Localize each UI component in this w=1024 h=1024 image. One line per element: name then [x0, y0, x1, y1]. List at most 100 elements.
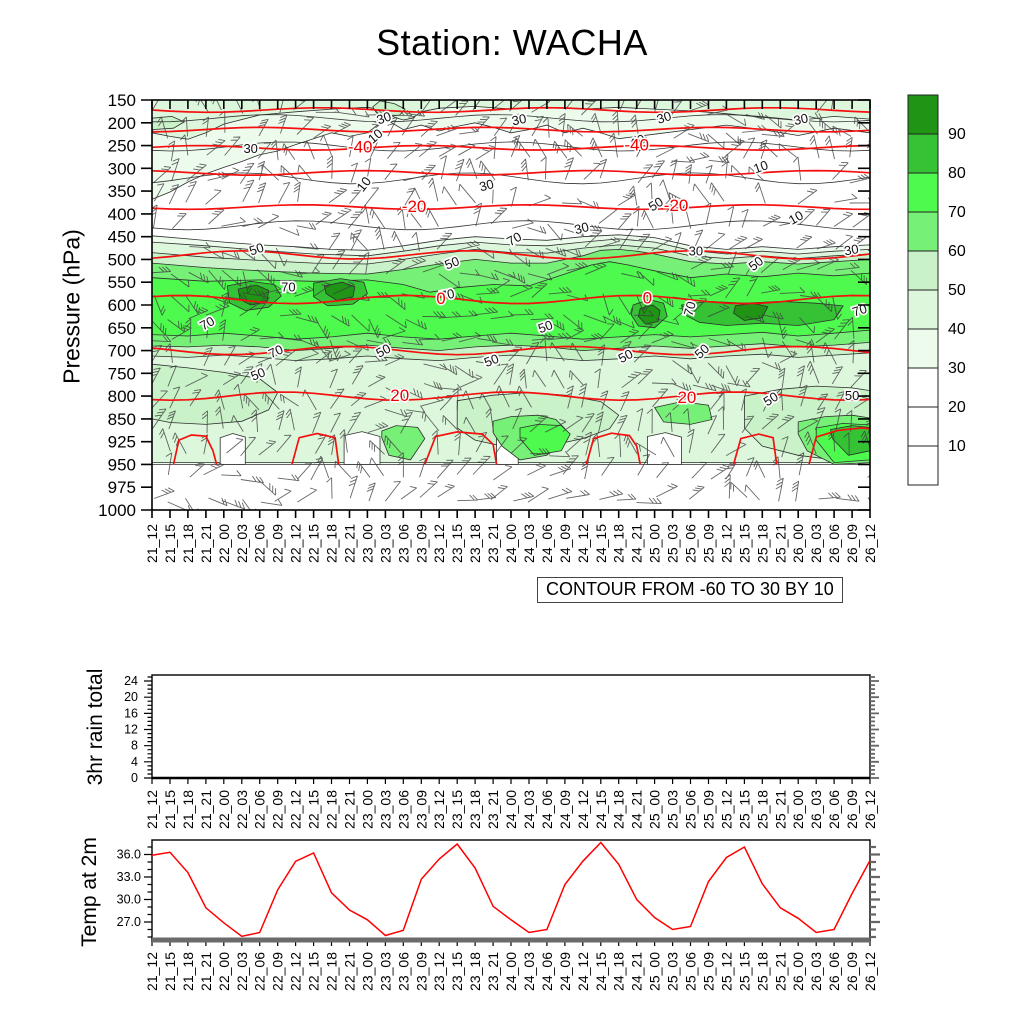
svg-text:23_00: 23_00	[359, 790, 375, 829]
svg-text:26_06: 26_06	[826, 952, 842, 991]
svg-text:200: 200	[108, 114, 136, 133]
svg-text:950: 950	[108, 455, 136, 474]
svg-text:300: 300	[108, 159, 136, 178]
black-contour-label: 30	[243, 141, 257, 156]
svg-text:25_18: 25_18	[754, 524, 770, 563]
svg-text:25_12: 25_12	[718, 952, 734, 991]
svg-text:800: 800	[108, 387, 136, 406]
svg-text:21_15: 21_15	[162, 524, 178, 563]
rain-tick-label: 0	[131, 771, 138, 785]
svg-text:23_03: 23_03	[377, 952, 393, 991]
black-contour-label: 10	[353, 174, 374, 195]
svg-text:24_21: 24_21	[629, 524, 645, 563]
rain-tick-label: 16	[124, 706, 138, 720]
svg-text:21_18: 21_18	[180, 524, 196, 563]
svg-text:23_12: 23_12	[431, 952, 447, 991]
svg-text:25_12: 25_12	[718, 524, 734, 563]
svg-text:22_21: 22_21	[342, 790, 358, 829]
svg-text:26_00: 26_00	[790, 790, 806, 829]
svg-text:25_18: 25_18	[754, 790, 770, 829]
black-contour-label: 30	[843, 241, 860, 258]
svg-text:21_18: 21_18	[180, 952, 196, 991]
svg-text:24_03: 24_03	[521, 790, 537, 829]
svg-text:22_12: 22_12	[288, 952, 304, 991]
svg-text:26_09: 26_09	[844, 790, 860, 829]
svg-text:25_12: 25_12	[718, 790, 734, 829]
svg-text:23_03: 23_03	[377, 524, 393, 563]
svg-text:22_21: 22_21	[342, 524, 358, 563]
red-contour-label: 0	[436, 289, 445, 308]
svg-text:500: 500	[108, 250, 136, 269]
svg-text:350: 350	[108, 182, 136, 201]
black-contour-label: 50	[536, 317, 555, 336]
rain-tick-label: 12	[124, 723, 138, 737]
svg-text:25_21: 25_21	[772, 790, 788, 829]
svg-text:21_21: 21_21	[198, 790, 214, 829]
svg-text:400: 400	[108, 205, 136, 224]
svg-text:26_06: 26_06	[826, 524, 842, 563]
temp-tick-label: 27.0	[117, 915, 141, 929]
svg-text:21_15: 21_15	[162, 952, 178, 991]
svg-text:24_21: 24_21	[629, 790, 645, 829]
svg-text:25_00: 25_00	[647, 790, 663, 829]
svg-text:22_09: 22_09	[270, 790, 286, 829]
colorbar-label: 80	[948, 165, 966, 182]
svg-text:22_03: 22_03	[234, 952, 250, 991]
svg-text:700: 700	[108, 342, 136, 361]
svg-text:25_06: 25_06	[683, 790, 699, 829]
black-contour-label: 10	[751, 157, 770, 176]
svg-text:22_09: 22_09	[270, 524, 286, 563]
temp-tick-label: 36.0	[117, 848, 141, 862]
red-contour-label: 0	[643, 288, 652, 307]
svg-text:23_06: 23_06	[395, 952, 411, 991]
temp-tick-label: 30.0	[117, 893, 141, 907]
temp-series-line	[151, 841, 871, 938]
colorbar: 90 80 70 60 50 40 30 20 10	[907, 94, 966, 486]
black-contour-label: 30	[655, 108, 673, 127]
wind-barbs	[152, 100, 870, 510]
svg-text:25_09: 25_09	[701, 524, 717, 563]
temp-plot: 27.0 30.0 33.0 36.0	[117, 839, 880, 946]
cross-section-time-labels: 21_12 21_15 21_18 21_21 22_00 22_03 22_06 22_09…	[144, 524, 878, 563]
svg-text:22_12: 22_12	[288, 790, 304, 829]
svg-text:450: 450	[108, 228, 136, 247]
cross-section-axes	[141, 99, 871, 518]
svg-text:25_06: 25_06	[683, 952, 699, 991]
temp-tick-label: 33.0	[117, 870, 141, 884]
svg-text:25_18: 25_18	[754, 952, 770, 991]
svg-text:25_00: 25_00	[647, 952, 663, 991]
svg-text:23_12: 23_12	[431, 524, 447, 563]
svg-text:23_09: 23_09	[413, 790, 429, 829]
colorbar-label: 40	[948, 321, 966, 338]
svg-text:25_03: 25_03	[665, 524, 681, 563]
svg-text:23_00: 23_00	[359, 524, 375, 563]
svg-text:26_12: 26_12	[862, 952, 878, 991]
svg-text:22_18: 22_18	[324, 952, 340, 991]
colorbar-label: 10	[948, 438, 966, 455]
svg-text:23_00: 23_00	[359, 952, 375, 991]
svg-text:750: 750	[108, 364, 136, 383]
black-contour-label: 30	[478, 176, 496, 194]
svg-text:26_12: 26_12	[862, 790, 878, 829]
svg-text:23_21: 23_21	[485, 524, 501, 563]
svg-text:22_15: 22_15	[306, 952, 322, 991]
svg-text:22_12: 22_12	[288, 524, 304, 563]
svg-text:22_06: 22_06	[252, 952, 268, 991]
rain-time-labels: 21_12 21_15 21_18 21_21 22_00 22_03 22_06 22_09…	[144, 790, 878, 829]
svg-text:22_21: 22_21	[342, 952, 358, 991]
svg-text:21_12: 21_12	[144, 952, 160, 991]
black-contour-label: 30	[792, 110, 809, 128]
svg-text:25_15: 25_15	[736, 524, 752, 563]
svg-text:25_15: 25_15	[736, 952, 752, 991]
svg-text:24_00: 24_00	[503, 524, 519, 563]
svg-text:850: 850	[108, 410, 136, 429]
colorbar-label: 20	[948, 399, 966, 416]
svg-text:24_00: 24_00	[503, 790, 519, 829]
rain-tick-label: 4	[131, 755, 138, 769]
svg-text:23_12: 23_12	[431, 790, 447, 829]
black-contour-label: 30	[689, 244, 703, 259]
red-contour-label: -20	[664, 196, 689, 215]
svg-text:21_12: 21_12	[144, 524, 160, 563]
svg-text:24_09: 24_09	[557, 524, 573, 563]
svg-text:26_03: 26_03	[808, 790, 824, 829]
